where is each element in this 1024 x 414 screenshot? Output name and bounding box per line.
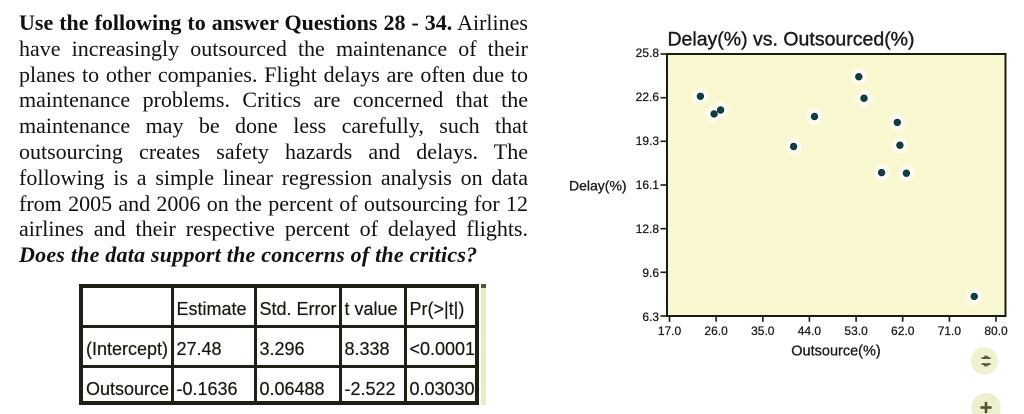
svg-text:9.6: 9.6 [642, 266, 659, 280]
svg-text:35.0: 35.0 [751, 324, 775, 338]
svg-text:62.0: 62.0 [891, 324, 915, 338]
svg-text:12.8: 12.8 [636, 222, 660, 236]
svg-text:Delay(%) vs. Outsourced(%): Delay(%) vs. Outsourced(%) [667, 29, 914, 51]
svg-text:71.0: 71.0 [938, 324, 962, 338]
svg-text:Outsource(%): Outsource(%) [791, 344, 880, 360]
svg-text:17.0: 17.0 [658, 324, 682, 338]
svg-text:19.3: 19.3 [636, 134, 660, 148]
svg-text:80.0: 80.0 [984, 324, 1008, 338]
svg-text:44.0: 44.0 [798, 324, 822, 338]
svg-text:6.3: 6.3 [642, 310, 659, 324]
svg-text:Delay(%): Delay(%) [569, 178, 627, 194]
svg-text:16.1: 16.1 [636, 178, 660, 192]
svg-text:22.6: 22.6 [636, 90, 660, 104]
svg-text:25.8: 25.8 [636, 46, 660, 60]
svg-text:26.0: 26.0 [704, 324, 728, 338]
svg-text:53.0: 53.0 [844, 324, 868, 338]
